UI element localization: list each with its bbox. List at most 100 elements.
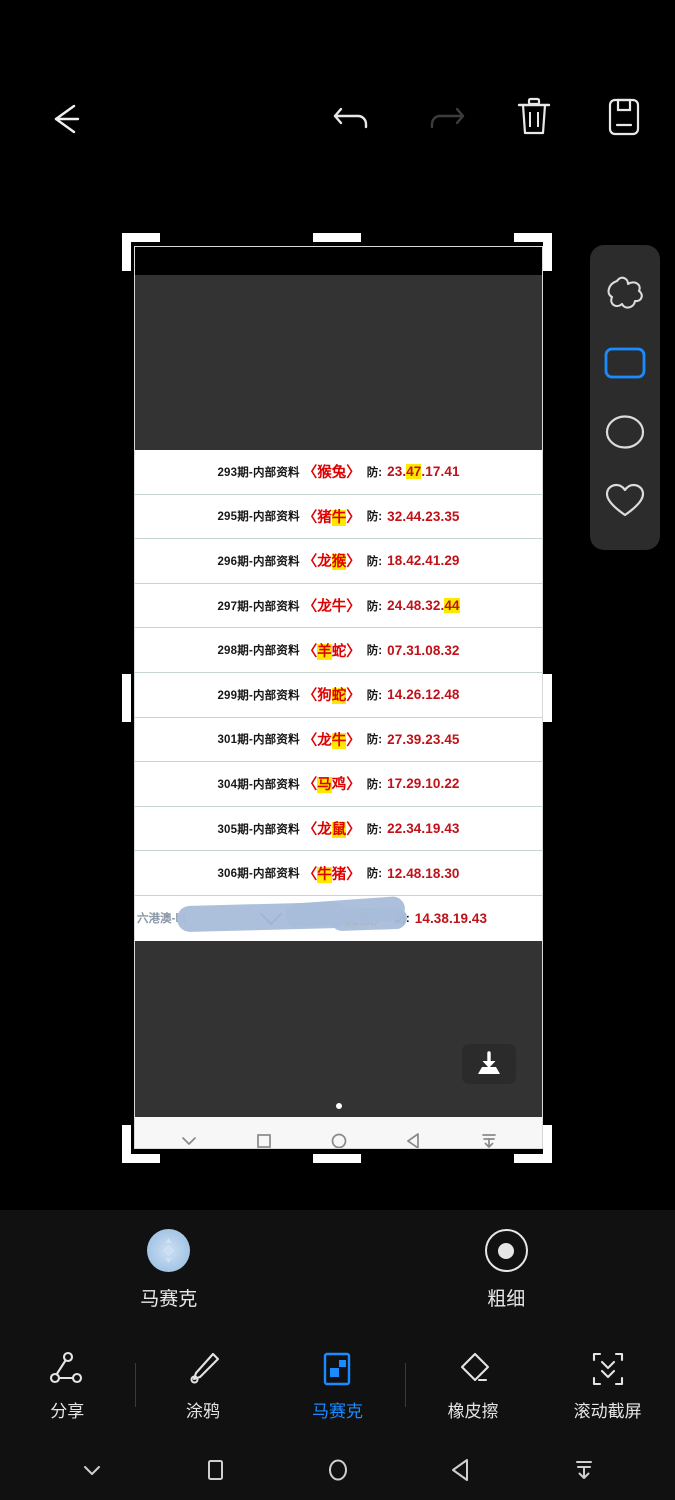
list-item: 304期-内部资料 〈马鸡〉 防: 17.29.10.22 <box>135 762 542 807</box>
screenshot-gray-bottom <box>135 940 542 1117</box>
back-button[interactable] <box>44 96 90 142</box>
crop-handle-left-middle[interactable] <box>122 674 131 722</box>
crop-handle-top-right-v[interactable] <box>543 233 552 271</box>
item-issue-label: 299期-内部资料 <box>217 689 300 702</box>
thickness-option[interactable]: 粗细 <box>338 1229 675 1311</box>
tool-scroll-capture-label: 滚动截屏 <box>573 1401 642 1421</box>
crop-handle-right-middle[interactable] <box>543 674 552 722</box>
screenshot-nav-circle-icon[interactable] <box>327 1129 351 1148</box>
crop-handle-bottom-right-v[interactable] <box>543 1125 552 1163</box>
nav-triangle-left-icon[interactable] <box>440 1449 482 1491</box>
mosaic-style-option[interactable]: 马赛克 <box>0 1229 338 1311</box>
item-defend-label: 防: <box>366 778 383 791</box>
shape-blob-button[interactable] <box>600 269 650 319</box>
heart-icon <box>605 484 645 517</box>
item-numbers: 23.47.17.41 <box>387 464 460 480</box>
shape-circle-button[interactable] <box>600 407 650 457</box>
list-item: 299期-内部资料 〈狗蛇〉 防: 14.26.12.48 <box>135 673 542 718</box>
redo-button[interactable] <box>421 94 467 140</box>
list-item: 296期-内部资料 〈龙猴〉 防: 18.42.41.29 <box>135 539 542 584</box>
list-item: 305期-内部资料 〈龙鼠〉 防: 22.34.19.43 <box>135 807 542 852</box>
tool-eraser-label: 橡皮擦 <box>447 1401 499 1421</box>
redacted-item-numbers: 14.38.19.43 <box>414 910 488 926</box>
crop-frame[interactable]: 293期-内部资料 〈猴兔〉 防: 23.47.17.41 295期-内部资料 〈猪牛〉防… <box>122 233 552 1163</box>
item-defend-label: 防: <box>366 689 383 702</box>
tool-doodle[interactable]: 涂鸦 <box>136 1349 271 1422</box>
crop-handle-bottom-right[interactable] <box>514 1154 552 1163</box>
save-button[interactable] <box>601 94 647 140</box>
screenshot-nav-triangle-left-icon[interactable] <box>402 1129 426 1148</box>
item-zodiac: 〈猴兔〉 <box>302 465 361 482</box>
tool-scroll-capture[interactable]: 滚动截屏 <box>540 1349 675 1422</box>
item-issue-label: 298期-内部资料 <box>217 645 300 658</box>
delete-button[interactable] <box>511 94 557 140</box>
tool-divider-2 <box>404 1363 406 1407</box>
screenshot-nav-download-lines-icon[interactable] <box>477 1129 501 1148</box>
item-defend-label: 防: <box>366 645 383 658</box>
item-numbers: 17.29.10.22 <box>387 776 460 792</box>
download-button[interactable] <box>462 1043 516 1084</box>
doodle-pen-icon <box>190 1352 219 1383</box>
mosaic-blur-style-icon <box>147 1229 191 1272</box>
item-zodiac: 〈龙牛〉 <box>302 599 361 616</box>
blob-icon <box>607 276 643 309</box>
thickness-icon <box>484 1229 528 1272</box>
crop-handle-bottom-left[interactable] <box>122 1154 160 1163</box>
item-numbers: 27.39.23.45 <box>387 731 460 747</box>
edit-canvas-area[interactable]: 293期-内部资料 〈猴兔〉 防: 23.47.17.41 295期-内部资料 〈猪牛〉防… <box>0 200 675 1210</box>
option-row: 马赛克 粗细 <box>0 1210 675 1330</box>
crop-handle-top-left-v[interactable] <box>122 233 131 271</box>
download-icon <box>478 1050 500 1074</box>
crop-handle-top-left[interactable] <box>122 233 160 242</box>
item-defend-label: 防: <box>366 823 383 836</box>
item-zodiac: 〈羊蛇〉 <box>302 643 361 660</box>
item-zodiac: 〈龙鼠〉 <box>302 822 361 839</box>
nav-square-icon[interactable] <box>194 1449 236 1491</box>
screenshot-status-strip <box>135 247 542 275</box>
item-numbers: 18.42.41.29 <box>387 553 460 569</box>
item-issue-label: 297期-内部资料 <box>217 600 300 613</box>
shape-rounded-rect-button[interactable] <box>600 338 650 388</box>
item-defend-label: 防: <box>366 466 383 479</box>
shape-heart-button[interactable] <box>600 476 650 526</box>
redo-icon <box>430 107 465 129</box>
undo-button[interactable] <box>331 94 377 140</box>
item-defend-label: 防: <box>366 511 383 524</box>
thickness-dot <box>498 1242 515 1259</box>
list-item: 297期-内部资料 〈龙牛〉 防: 24.48.32.44 <box>135 584 542 629</box>
trash-icon <box>517 97 551 135</box>
nav-chevron-down-icon[interactable] <box>71 1449 113 1491</box>
system-navbar <box>0 1440 675 1500</box>
mosaic-stroke <box>330 906 408 932</box>
captured-screenshot: 293期-内部资料 〈猴兔〉 防: 23.47.17.41 295期-内部资料 〈猪牛〉防… <box>134 246 543 1149</box>
tool-eraser[interactable]: 橡皮擦 <box>406 1349 541 1422</box>
item-issue-label: 306期-内部资料 <box>217 868 300 881</box>
item-zodiac: 〈牛猪〉 <box>302 866 361 883</box>
item-defend-label: 防: <box>366 868 383 881</box>
item-numbers: 12.48.18.30 <box>387 865 460 881</box>
crop-handle-top-center[interactable] <box>313 233 361 242</box>
crop-handle-bottom-left-v[interactable] <box>122 1125 131 1163</box>
list-item-redacted: 六港澳-ht5C兔猴〉防:14.38.19.43 <box>135 895 542 941</box>
item-issue-label: 296期-内部资料 <box>217 555 300 568</box>
item-zodiac: 〈猪牛〉 <box>302 509 361 526</box>
screenshot-gray-top <box>135 275 542 450</box>
nav-download-lines-icon[interactable] <box>563 1449 605 1491</box>
redacted-visible-left: 六港澳-ht <box>137 913 187 926</box>
nav-circle-icon[interactable] <box>317 1449 359 1491</box>
thickness-label: 粗细 <box>487 1289 526 1310</box>
item-numbers: 07.31.08.32 <box>387 642 460 658</box>
crop-handle-bottom-center[interactable] <box>313 1154 361 1163</box>
item-numbers: 24.48.32.44 <box>387 598 460 614</box>
item-issue-label: 305期-内部资料 <box>217 823 300 836</box>
mosaic-style-label: 马赛克 <box>140 1289 198 1310</box>
screenshot-nav-square-icon[interactable] <box>252 1129 276 1148</box>
tool-mosaic-label: 马赛克 <box>311 1401 363 1421</box>
tool-mosaic[interactable]: 马赛克 <box>270 1349 405 1422</box>
crop-handle-top-right[interactable] <box>514 233 552 242</box>
item-zodiac: 〈狗蛇〉 <box>302 688 361 705</box>
tool-share[interactable]: 分享 <box>0 1349 135 1422</box>
item-zodiac: 〈龙猴〉 <box>302 554 361 571</box>
item-issue-label: 293期-内部资料 <box>217 466 300 479</box>
screenshot-nav-chevron-down-icon[interactable] <box>177 1129 201 1148</box>
